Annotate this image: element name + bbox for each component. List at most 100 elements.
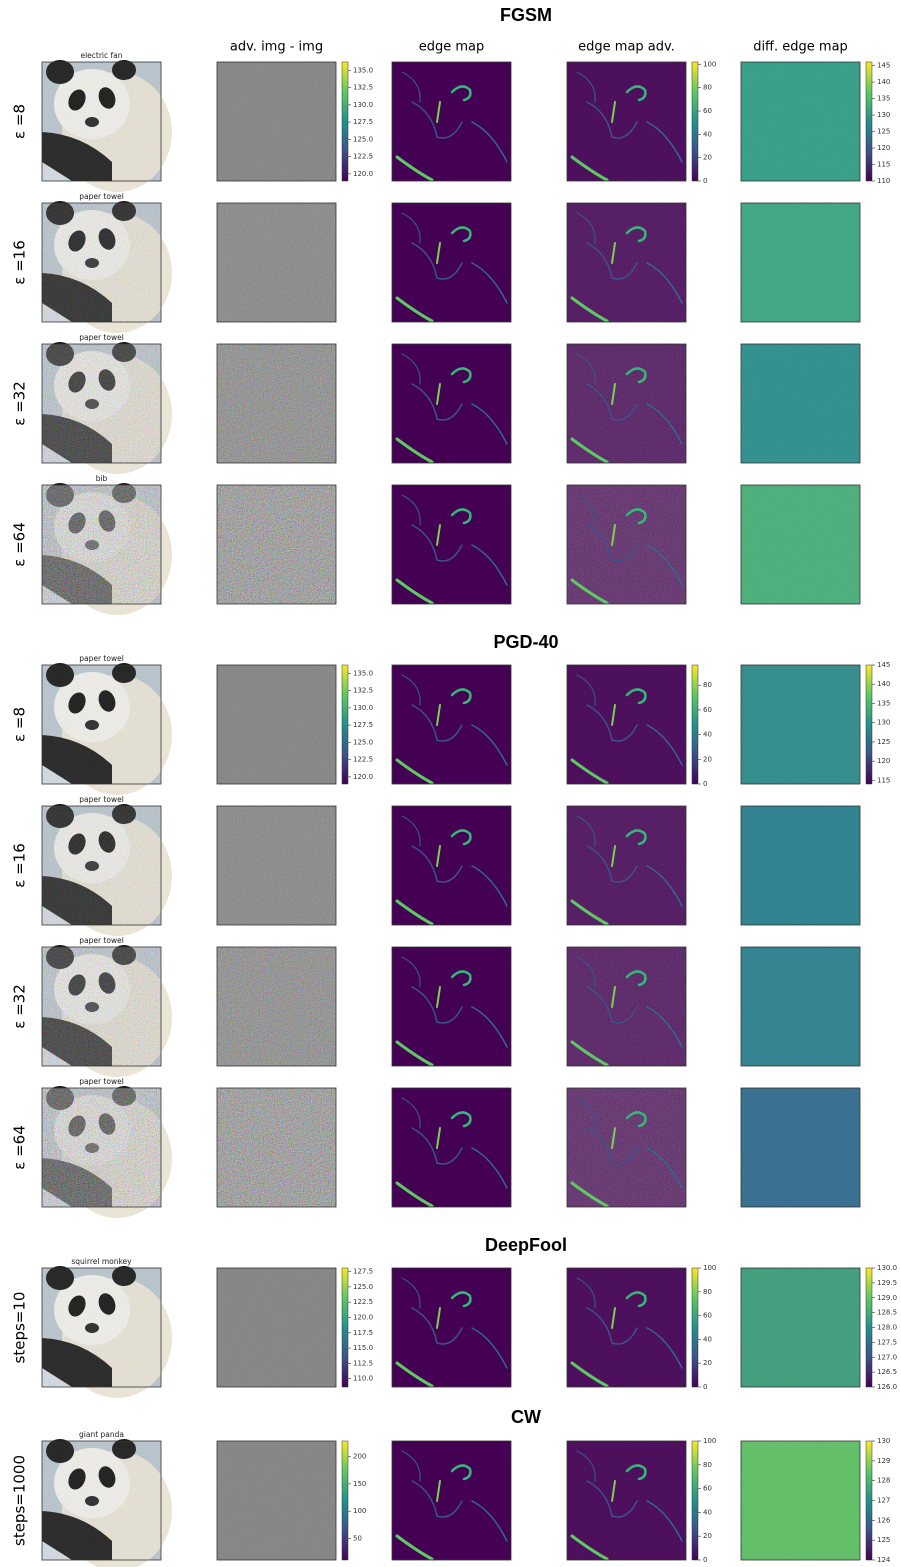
class-label: squirrel monkey — [71, 1257, 132, 1266]
panda-image — [42, 663, 172, 795]
colorbar-tick-label: 60 — [703, 107, 712, 115]
noise — [567, 62, 686, 181]
colorbar-tick-label: 125 — [877, 738, 890, 746]
noise — [42, 1441, 161, 1560]
tint — [741, 947, 860, 1066]
perturbation-image — [217, 62, 336, 181]
colorbar — [342, 62, 348, 181]
colorbar-tick-label: 127.0 — [877, 1353, 897, 1361]
bg — [392, 1441, 511, 1560]
colorbar-tick-label: 120.0 — [353, 170, 373, 178]
colorbar-tick-label: 80 — [703, 681, 712, 689]
colorbar-tick-label: 40 — [703, 731, 712, 739]
row-label: steps=10 — [11, 1292, 29, 1364]
figure: adv. img - imgedge mapedge map adv.diff.… — [0, 0, 901, 1567]
class-label: paper towel — [79, 1077, 124, 1086]
row-label: ε =16 — [11, 240, 29, 285]
tint — [741, 1088, 860, 1207]
perturbation-image — [217, 203, 336, 322]
diff-map — [741, 344, 860, 463]
colorbar-tick-label: 129.5 — [877, 1279, 897, 1287]
noise — [42, 1268, 161, 1387]
colorbar-tick-label: 125.0 — [353, 1283, 373, 1291]
tint — [741, 1268, 860, 1387]
colorbar-tick-label: 0 — [703, 177, 707, 185]
colorbar-tick-label: 145 — [877, 661, 890, 669]
colorbar-tick-label: 128.0 — [877, 1324, 897, 1332]
colorbar-tick-label: 20 — [703, 154, 712, 162]
edge-map — [392, 1268, 511, 1387]
section-title: PGD-40 — [493, 632, 558, 652]
colorbar-tick-label: 122.5 — [353, 153, 373, 161]
section-title: DeepFool — [485, 1235, 567, 1255]
colorbar-tick-label: 130 — [877, 1437, 890, 1445]
colorbar-tick-label: 100 — [353, 1507, 366, 1515]
colorbar-tick-label: 40 — [703, 1508, 712, 1516]
colorbar-tick-label: 129 — [877, 1457, 890, 1465]
bg — [392, 485, 511, 604]
panda-image — [42, 804, 172, 936]
diff-map — [741, 1088, 860, 1207]
section: PGD-40ε =8paper towelε =16paper towelε =… — [11, 632, 891, 1218]
colorbar-tick-label: 60 — [703, 706, 712, 714]
panda-image — [42, 1086, 172, 1218]
column-header: edge map — [419, 40, 485, 55]
colorbar-tick-label: 127 — [877, 1497, 890, 1505]
colorbar-tick-label: 127.5 — [353, 721, 373, 729]
colorbar-tick-label: 100 — [703, 1437, 716, 1445]
colorbar-tick-label: 110.0 — [353, 1375, 373, 1383]
colorbar-tick-label: 100 — [703, 60, 716, 68]
colorbar-tick-label: 115.0 — [353, 1344, 373, 1352]
noise — [567, 1088, 686, 1207]
colorbar-tick-label: 60 — [703, 1485, 712, 1493]
noise — [567, 203, 686, 322]
panda-image — [42, 342, 172, 474]
class-label: bib — [96, 474, 108, 483]
colorbar-tick-label: 132.5 — [353, 687, 373, 695]
edge-map — [567, 1088, 686, 1207]
colorbar-tick-label: 140 — [877, 680, 890, 688]
bg — [392, 947, 511, 1066]
colorbar-tick-label: 0 — [703, 1383, 707, 1391]
noise — [217, 665, 336, 784]
colorbar-tick-label: 20 — [703, 1359, 712, 1367]
colorbar-tick-label: 20 — [703, 755, 712, 763]
diff-map — [741, 806, 860, 925]
edge-map — [392, 62, 511, 181]
colorbar-tick-label: 130 — [877, 719, 890, 727]
colorbar-tick-label: 125 — [877, 1536, 890, 1544]
column-header: diff. edge map — [753, 40, 848, 55]
row-label: ε =32 — [11, 381, 29, 426]
noise — [217, 947, 336, 1066]
colorbar-tick-label: 115 — [877, 161, 890, 169]
perturbation-image — [217, 665, 336, 784]
perturbation-image — [217, 344, 336, 463]
panda-image — [42, 201, 172, 333]
colorbar-tick-label: 115 — [877, 776, 890, 784]
edge-map — [567, 1268, 686, 1387]
noise — [42, 62, 161, 181]
colorbar-tick-label: 135 — [877, 699, 890, 707]
tint — [741, 665, 860, 784]
row-label: ε =8 — [11, 707, 29, 742]
tint — [741, 485, 860, 604]
column-header: adv. img - img — [230, 40, 323, 55]
noise — [42, 806, 161, 925]
diff-map — [741, 62, 860, 181]
edge-map — [567, 1441, 686, 1560]
colorbar-tick-label: 127.5 — [353, 1268, 373, 1276]
tint — [741, 1441, 860, 1560]
colorbar-tick-label: 130.0 — [353, 704, 373, 712]
edge-map — [392, 485, 511, 604]
colorbar-tick-label: 0 — [703, 1556, 707, 1564]
diff-map — [741, 1268, 860, 1387]
colorbar-tick-label: 132.5 — [353, 84, 373, 92]
colorbar-tick-label: 80 — [703, 1288, 712, 1296]
colorbar-tick-label: 0 — [703, 780, 707, 788]
colorbar — [342, 1268, 348, 1387]
edge-map — [567, 806, 686, 925]
colorbar — [866, 1441, 872, 1560]
noise — [217, 806, 336, 925]
edge-map — [392, 806, 511, 925]
